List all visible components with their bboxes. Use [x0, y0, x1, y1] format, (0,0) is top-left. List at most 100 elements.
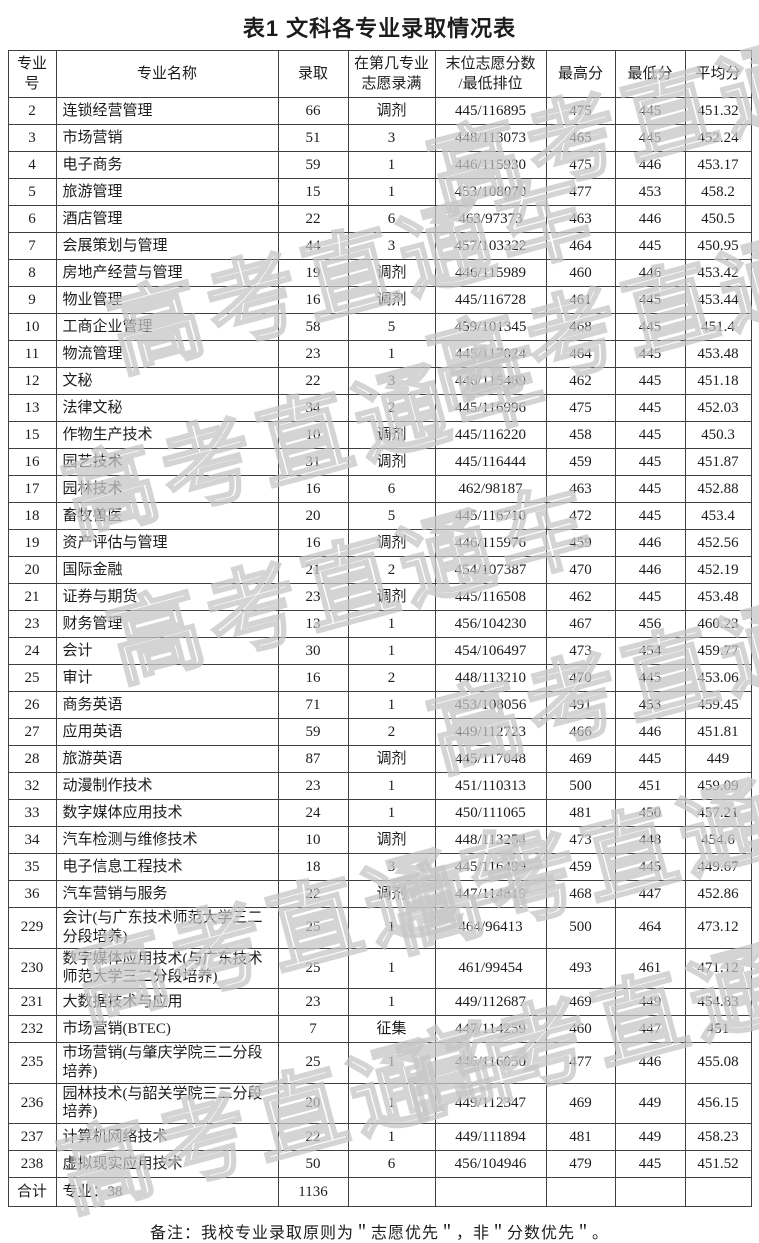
table-cell: 87 — [277, 745, 349, 773]
table-cell: 473.12 — [684, 907, 752, 949]
table-cell: 6 — [347, 205, 436, 233]
table-cell: 481 — [545, 1123, 616, 1151]
table-cell: 25 — [277, 1042, 349, 1084]
table-cell: 461/99454 — [434, 947, 547, 989]
table-cell: 461 — [545, 286, 616, 314]
table-cell: 合计 — [7, 1177, 57, 1207]
table-cell: 商务英语 — [55, 691, 279, 719]
table-cell: 445 — [614, 502, 686, 530]
table-cell: 464/96413 — [434, 907, 547, 949]
table-cell: 旅游英语 — [55, 745, 279, 773]
table-cell: 462/98187 — [434, 475, 547, 503]
table-cell: 9 — [7, 286, 57, 314]
table-cell: 5 — [7, 178, 57, 206]
table-cell: 数字媒体应用技术(与广东技术师范大学三二分段培养) — [55, 947, 279, 989]
table-cell: 454.6 — [684, 826, 752, 854]
table-cell: 446 — [614, 205, 686, 233]
table-cell: 459 — [545, 853, 616, 881]
table-row: 10 工商企业管理 58 5 459/101345 468 445 451.4 — [7, 313, 752, 341]
table-cell: 21 — [277, 556, 349, 584]
table-cell: 229 — [7, 907, 57, 949]
table-cell: 1136 — [277, 1177, 349, 1207]
table-cell: 专业：38 — [55, 1177, 279, 1207]
table-cell: 445/116728 — [434, 286, 547, 314]
table-cell: 物业管理 — [55, 286, 279, 314]
table-cell: 456 — [614, 610, 686, 638]
table-cell: 446 — [614, 259, 686, 287]
table-cell: 445/116895 — [434, 97, 547, 125]
table-cell: 449 — [614, 988, 686, 1016]
table-cell: 动漫制作技术 — [55, 772, 279, 800]
footer-note: 备注：我校专业录取原则为＂志愿优先＂，非＂分数优先＂。 — [149, 1225, 609, 1242]
table-cell: 16 — [277, 664, 349, 692]
table-cell: 文秘 — [55, 367, 279, 395]
table-row: 8 房地产经营与管理 19 调剂 446/115989 460 446 453.42 — [7, 259, 752, 287]
table-cell: 34 — [277, 394, 349, 422]
table-cell: 463/97373 — [434, 205, 547, 233]
table-row: 32 动漫制作技术 23 1 451/110313 500 451 459.09 — [7, 772, 752, 800]
table-cell: 238 — [7, 1150, 57, 1178]
table-cell: 469 — [545, 988, 616, 1016]
table-cell: 458.2 — [684, 178, 752, 206]
table-cell: 16 — [7, 448, 57, 476]
table-cell: 445 — [614, 1150, 686, 1178]
column-header: 最高分 — [545, 50, 616, 98]
table-cell: 452.86 — [684, 880, 752, 908]
table-cell: 459.09 — [684, 772, 752, 800]
table-cell: 20 — [277, 1082, 349, 1124]
table-cell: 446/115489 — [434, 367, 547, 395]
table-cell: 27 — [7, 718, 57, 746]
table-cell: 453.42 — [684, 259, 752, 287]
table-cell: 3 — [347, 232, 436, 260]
table-cell: 459.45 — [684, 691, 752, 719]
table-cell: 445 — [614, 475, 686, 503]
table-cell: 237 — [7, 1123, 57, 1151]
table-cell: 调剂 — [347, 529, 436, 557]
table-cell: 酒店管理 — [55, 205, 279, 233]
table-cell: 数字媒体应用技术 — [55, 799, 279, 827]
table-row: 15 作物生产技术 10 调剂 445/116220 458 445 450.3 — [7, 421, 752, 449]
table-cell: 6 — [7, 205, 57, 233]
table-cell: 464 — [614, 907, 686, 949]
column-header: 平均分 — [684, 50, 752, 98]
table-cell: 调剂 — [347, 448, 436, 476]
table-cell: 448/113210 — [434, 664, 547, 692]
table-cell: 493 — [545, 947, 616, 989]
table-cell: 445/116710 — [434, 502, 547, 530]
table-row: 20 国际金融 21 2 454/107387 470 446 452.19 — [7, 556, 752, 584]
table-cell: 445/116444 — [434, 448, 547, 476]
table-cell: 汽车检测与维修技术 — [55, 826, 279, 854]
table-cell: 财务管理 — [55, 610, 279, 638]
table-cell: 66 — [277, 97, 349, 125]
table-cell: 473 — [545, 826, 616, 854]
column-header: 专业号 — [7, 50, 57, 98]
table-cell: 1 — [347, 1082, 436, 1124]
admission-score-table: 专业号 专业名称 录取 在第几专业 志愿录满 末位志愿分数 /最低排位 最高分 最低分 平均分… — [7, 50, 752, 1207]
table-cell: 457/103322 — [434, 232, 547, 260]
table-cell: 22 — [277, 880, 349, 908]
table-cell: 2 — [347, 664, 436, 692]
table-cell: 445 — [614, 394, 686, 422]
table-cell: 477 — [545, 178, 616, 206]
table-cell: 11 — [7, 340, 57, 368]
table-cell: 调剂 — [347, 97, 436, 125]
table-cell: 236 — [7, 1082, 57, 1124]
table-cell: 454.83 — [684, 988, 752, 1016]
table-cell: 2 — [7, 97, 57, 125]
table-cell: 452.56 — [684, 529, 752, 557]
table-row: 2 连锁经营管理 66 调剂 445/116895 475 445 451.32 — [7, 97, 752, 125]
table-cell: 445/116996 — [434, 394, 547, 422]
table-cell: 7 — [7, 232, 57, 260]
table-cell: 50 — [277, 1150, 349, 1178]
table-cell: 6 — [347, 1150, 436, 1178]
table-cell: 20 — [7, 556, 57, 584]
table-cell: 446 — [614, 556, 686, 584]
table-cell: 446 — [614, 529, 686, 557]
table-cell: 450.95 — [684, 232, 752, 260]
table-cell: 23 — [277, 772, 349, 800]
table-cell — [347, 1177, 436, 1207]
table-cell: 连锁经营管理 — [55, 97, 279, 125]
table-cell: 449.67 — [684, 853, 752, 881]
table-cell: 453.44 — [684, 286, 752, 314]
